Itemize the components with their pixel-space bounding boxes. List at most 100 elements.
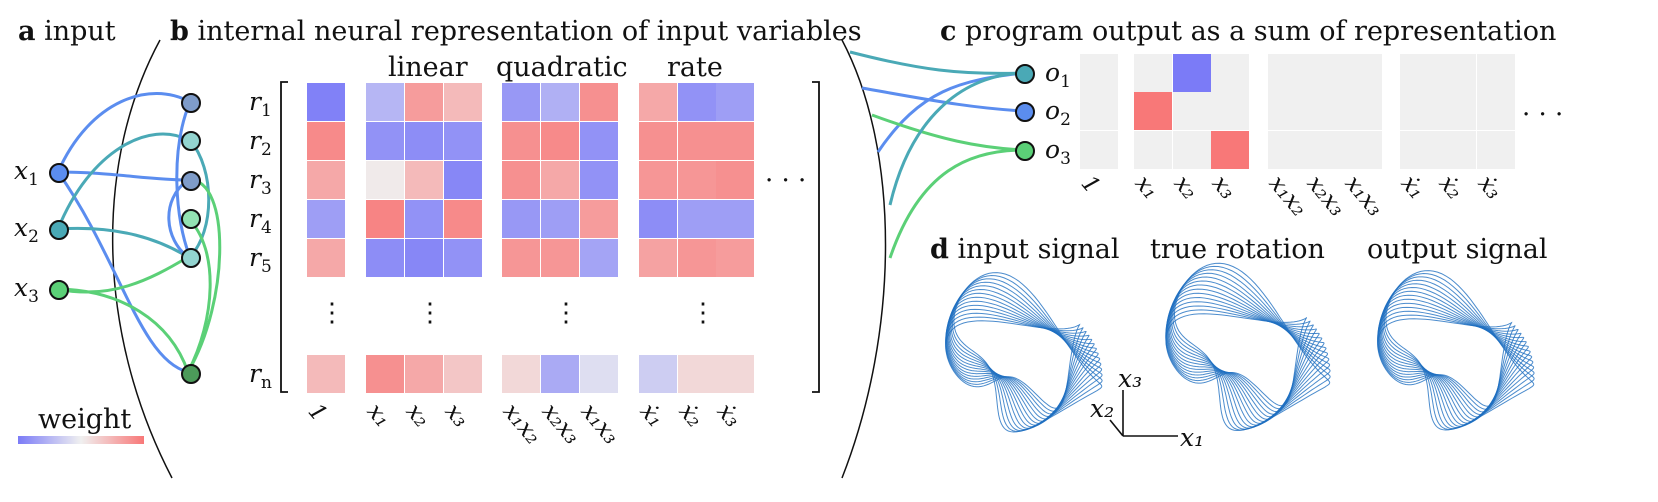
neuron-node-3 xyxy=(181,171,201,191)
weight-cell xyxy=(366,161,404,199)
row-label-2: r2 xyxy=(249,126,272,160)
matrix-hellipsis: · · · xyxy=(765,166,807,196)
weight-cell xyxy=(405,161,443,199)
weight-cell xyxy=(678,83,716,121)
output-hellipsis: · · · xyxy=(1522,100,1564,130)
vertical-ellipsis: ⋮ xyxy=(417,298,443,328)
output-cell xyxy=(1134,92,1172,130)
panel-a-heading: a input xyxy=(18,16,116,47)
output-cell xyxy=(1268,92,1306,130)
input-node-1 xyxy=(49,163,69,183)
output-label-3: o3 xyxy=(1045,135,1071,169)
weight-cell xyxy=(502,83,540,121)
output-cell xyxy=(1173,92,1211,130)
weight-cell xyxy=(405,83,443,121)
weight-cell xyxy=(678,200,716,238)
axis-x1-label: x₁ xyxy=(1180,423,1205,452)
weight-cell xyxy=(444,239,482,277)
weight-cell xyxy=(716,122,754,160)
weight-cell xyxy=(639,83,677,121)
output-cell xyxy=(1400,92,1438,130)
output-cell xyxy=(1268,131,1306,169)
weight-cell xyxy=(444,161,482,199)
output-cell xyxy=(1344,131,1382,169)
weight-cell xyxy=(366,355,404,393)
weight-cell xyxy=(678,122,716,160)
weight-cell xyxy=(716,161,754,199)
output-cell xyxy=(1134,131,1172,169)
output-connections xyxy=(849,50,1025,259)
output-cell xyxy=(1344,92,1382,130)
colorbar-label: weight xyxy=(38,404,132,435)
output-cell xyxy=(1306,54,1344,92)
output-cell xyxy=(1438,131,1476,169)
row-label-6: rn xyxy=(249,359,272,393)
row-label-1: r1 xyxy=(249,87,272,121)
weight-cell xyxy=(639,122,677,160)
output-cell xyxy=(1438,92,1476,130)
weight-colorbar xyxy=(18,436,144,444)
output-cell xyxy=(1438,54,1476,92)
weight-cell xyxy=(307,83,345,121)
weight-cell xyxy=(405,200,443,238)
output-node-1 xyxy=(1015,64,1035,84)
output-label-2: o2 xyxy=(1045,96,1071,130)
input-connections xyxy=(56,92,222,374)
group-quadratic-header: quadratic xyxy=(496,52,628,83)
row-label-4: r4 xyxy=(249,204,272,238)
output-cell xyxy=(1211,131,1249,169)
weight-cell xyxy=(444,355,482,393)
output-cell xyxy=(1268,54,1306,92)
neuron-node-1 xyxy=(181,93,201,113)
weight-cell xyxy=(678,161,716,199)
group-linear-header: linear xyxy=(388,52,468,83)
output-cell xyxy=(1306,92,1344,130)
weight-cell xyxy=(366,239,404,277)
panel-d-heading: d input signal xyxy=(930,234,1120,265)
weight-cell xyxy=(639,355,677,393)
weight-cell xyxy=(307,239,345,277)
weight-cell xyxy=(580,200,618,238)
output-label-1: o1 xyxy=(1045,58,1071,92)
output-cell xyxy=(1477,92,1515,130)
weight-cell xyxy=(580,355,618,393)
true-rotation-title: true rotation xyxy=(1150,234,1325,265)
output-cell xyxy=(1477,131,1515,169)
output-cell xyxy=(1173,131,1211,169)
weight-cell xyxy=(541,161,579,199)
weight-cell xyxy=(444,200,482,238)
input-node-3 xyxy=(49,280,69,300)
weight-cell xyxy=(639,200,677,238)
weight-cell xyxy=(716,239,754,277)
input-label-3: x3 xyxy=(14,273,39,307)
input-label-2: x2 xyxy=(14,213,39,247)
row-label-5: r5 xyxy=(249,243,272,277)
weight-cell xyxy=(502,239,540,277)
weight-cell xyxy=(541,83,579,121)
output-cell xyxy=(1477,54,1515,92)
neuron-node-6 xyxy=(181,364,201,384)
axis-x3-label: x₃ xyxy=(1118,364,1143,393)
neuron-node-5 xyxy=(181,248,201,268)
output-cell xyxy=(1080,54,1118,92)
weight-cell xyxy=(678,239,716,277)
output-cell xyxy=(1080,92,1118,130)
input-node-2 xyxy=(49,220,69,240)
weight-cell xyxy=(405,355,443,393)
axis-triad xyxy=(1109,390,1178,437)
output-cell xyxy=(1211,92,1249,130)
weight-cell xyxy=(678,355,716,393)
weight-cell xyxy=(444,122,482,160)
vertical-ellipsis: ⋮ xyxy=(690,298,716,328)
panel-b-heading: b internal neural representation of inpu… xyxy=(170,16,862,47)
weight-cell xyxy=(716,83,754,121)
weight-cell xyxy=(639,161,677,199)
weight-cell xyxy=(716,355,754,393)
weight-cell xyxy=(541,355,579,393)
weight-cell xyxy=(307,122,345,160)
output-cell xyxy=(1134,54,1172,92)
output-node-2 xyxy=(1015,102,1035,122)
weight-cell xyxy=(502,200,540,238)
